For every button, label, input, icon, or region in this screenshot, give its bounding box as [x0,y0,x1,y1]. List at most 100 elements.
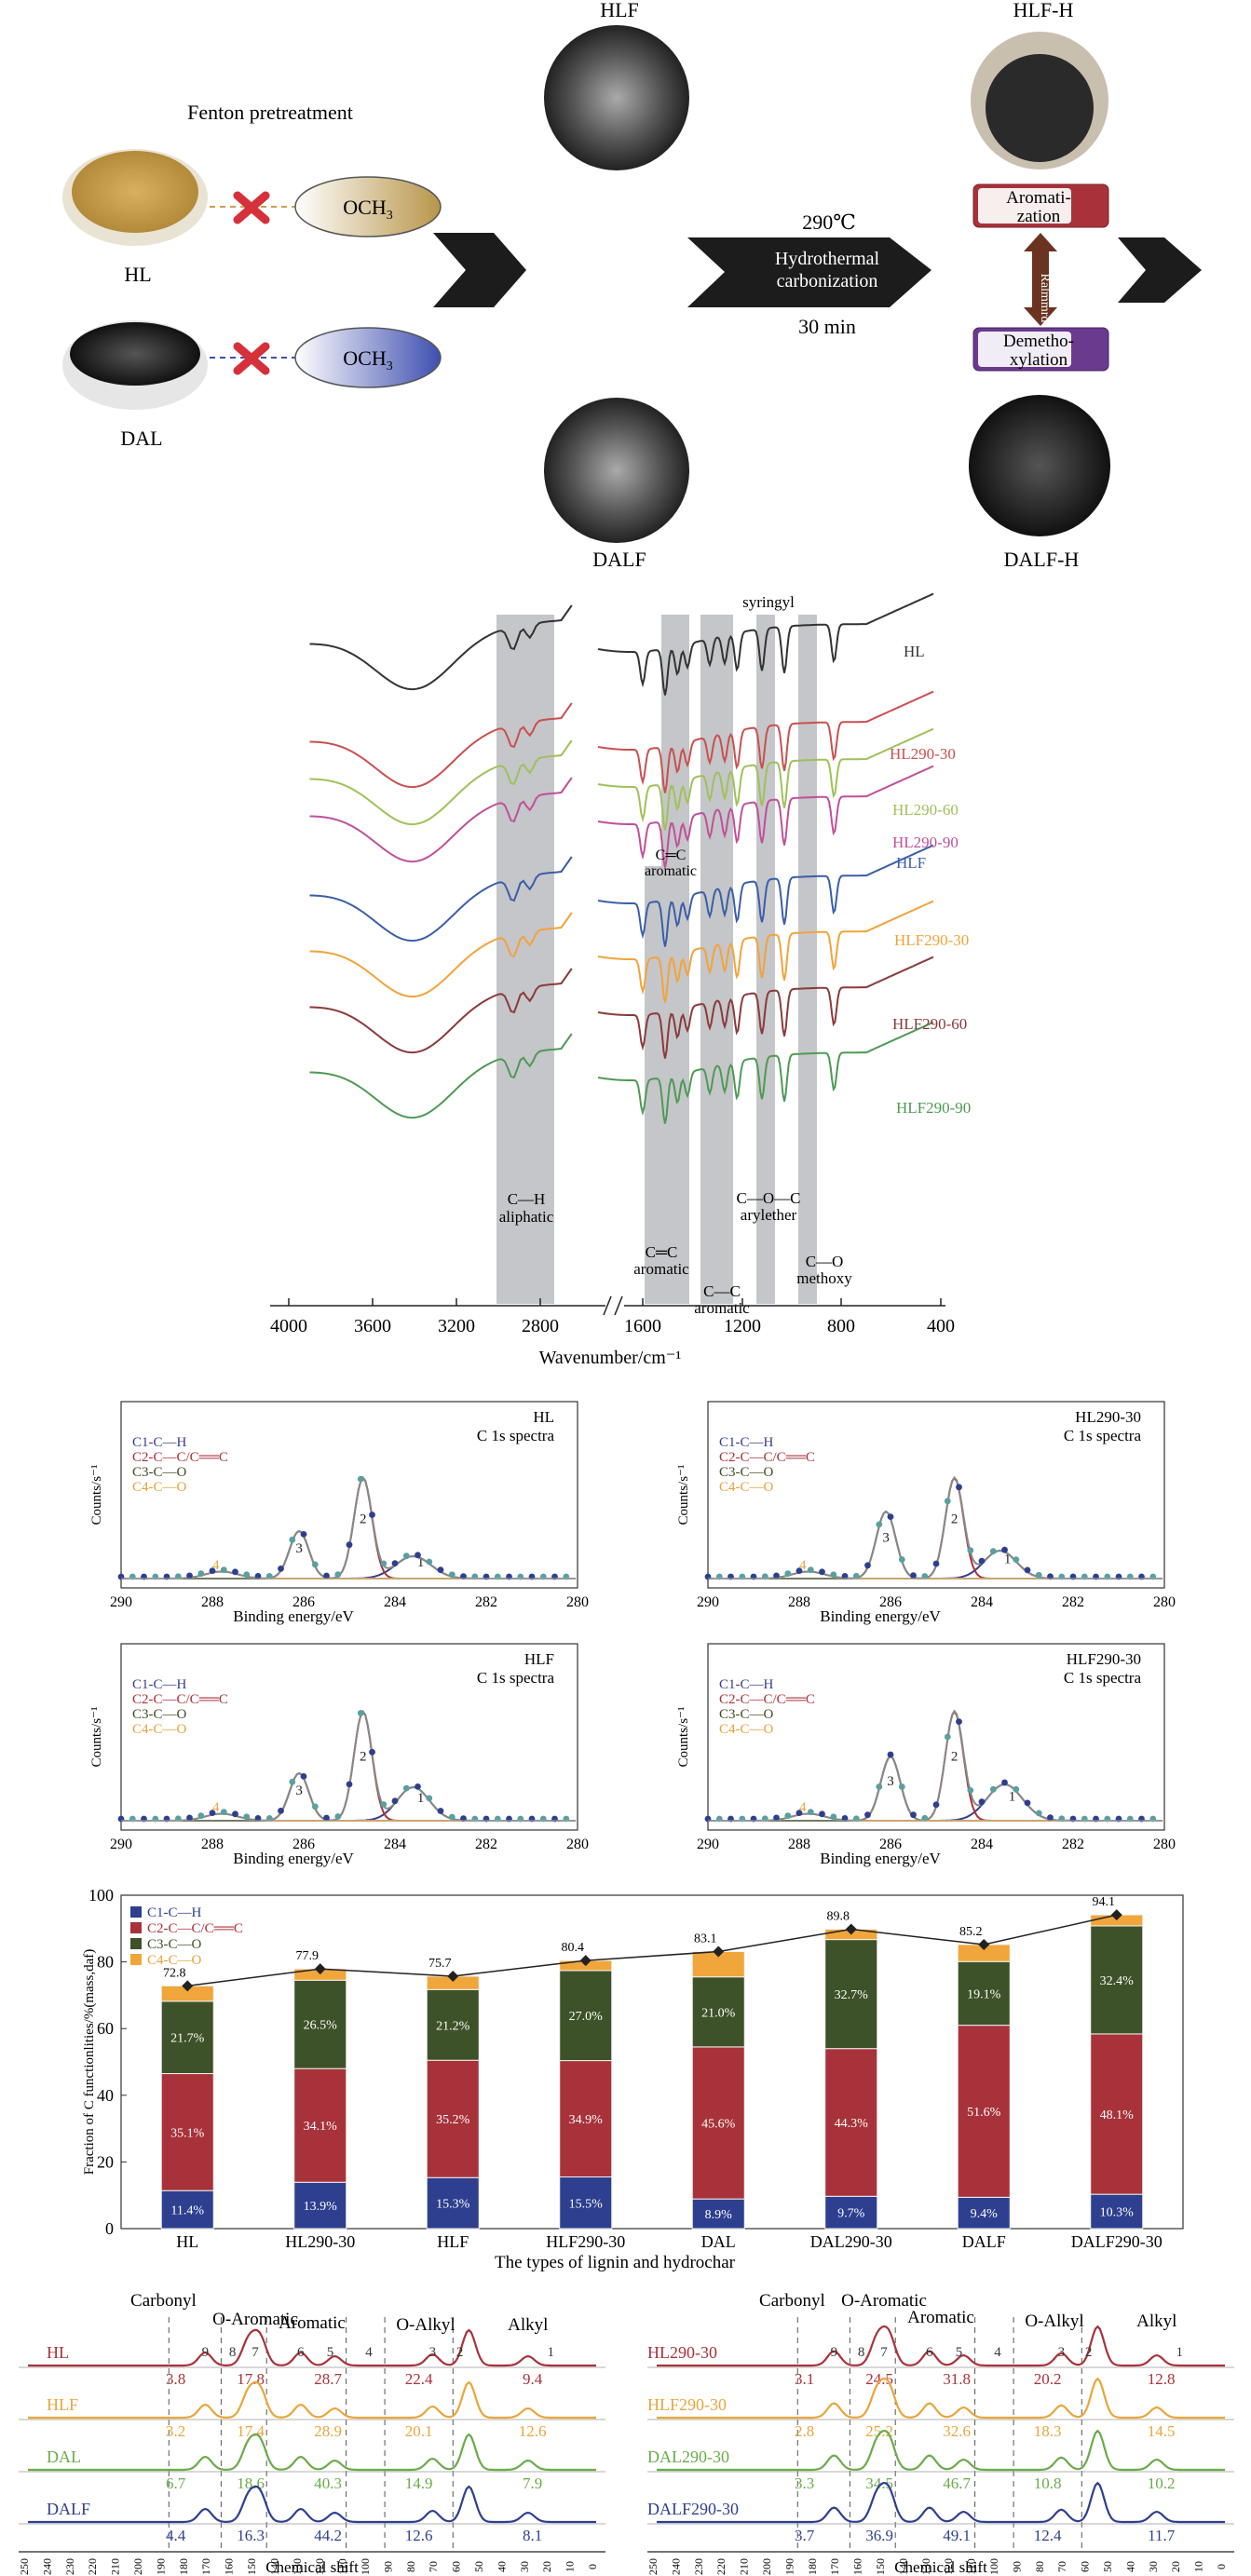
nmr-peak-number: 4 [365,2345,373,2360]
bar-segment-label: 32.4% [1100,1974,1135,1988]
total-marker [579,1955,592,1967]
xps-data-point [944,1498,951,1505]
nmr-region-value: 28.9 [314,2422,342,2440]
xps-data-point [1047,1573,1054,1580]
bar-segment-label: 15.3% [436,2198,470,2212]
y-tick-label: 80 [97,1953,114,1972]
nmr-series-label: DAL290-30 [647,2447,729,2466]
nmr-region-label: O-Aromatic [841,2291,927,2311]
bar-segment [293,1979,347,2069]
y-tick-label: 60 [97,2019,114,2038]
xps-data-point [232,1810,238,1818]
dalf-h-label: DALF-H [1004,548,1080,571]
xps-data-point [254,1815,262,1822]
xps-data-point [391,1797,399,1805]
chevron-arrow [433,233,526,307]
nmr-series-label: DALF [47,2500,90,2518]
nmr-tick-label: 120 [313,2558,326,2575]
nmr-tick-label: 10 [564,2561,577,2572]
bar-category-label: HL [176,2232,198,2251]
y-tick-label: 0 [105,2219,114,2238]
xps-data-point [876,1521,883,1528]
xps-data-point [944,1733,951,1741]
bar-category-label: DALF290-30 [1071,2232,1163,2251]
demethoxylation-line2: xylation [1010,350,1068,370]
legend-swatch [130,1906,142,1918]
nmr-peak-number: 5 [327,2345,334,2360]
xps-data-point [864,1811,871,1819]
nmr-peak-number: 6 [926,2345,933,2360]
ftir-curve-right-HLF290-90 [597,1021,934,1124]
bar-segment-label: 32.7% [835,1988,869,2002]
xps-data-point [402,1784,410,1792]
xps-data-point [887,1751,894,1758]
xps-data-point [967,1547,974,1554]
xps-tick-label: 290 [110,1594,132,1610]
nmr-tick-label: 230 [63,2558,76,2575]
axis-break [603,1295,612,1316]
nmr-tick-label: 30 [1147,2561,1160,2572]
xps-peak-label: 2 [360,1750,367,1765]
xps-data-point [369,1512,375,1518]
xps-peak-label: 2 [951,1512,959,1527]
xps-tick-label: 284 [384,1594,406,1610]
xps-legend-entry: C2-C—C/C══C [719,1692,815,1707]
bar-panel: 0 20 40 60 80 100 Fraction of C functionlities… [0,1881,1251,2282]
xps-legend-entry: C1-C—H [719,1677,774,1692]
nmr-region-value: 12.6 [519,2422,547,2440]
ftir-series-label: HL290-90 [892,834,959,851]
xps-data-point [448,1571,456,1579]
nmr-series-label: HLF [47,2395,78,2414]
nmr-tick-label: 0 [586,2564,599,2569]
xps-peak-label: 1 [417,1791,425,1806]
bar-segment [426,2059,480,2178]
nmr-spectrum-HL [28,2328,596,2367]
temperature-label: 290℃ [802,210,856,234]
bar-segment [160,2190,214,2230]
hlf-h-label: HLF-H [1013,0,1074,21]
xps-frame [707,1643,1165,1831]
bar-total-label: 85.2 [959,1925,983,1939]
xps-legend-entry: C1-C—H [719,1435,774,1450]
bar-segment-label: 19.1% [967,1987,1001,2001]
xps-data-point [1013,1556,1020,1563]
ftir-curve-right-HL290-60 [597,727,934,831]
xps-data-point [864,1562,871,1569]
ftir-panel: HL HL290-30 HL290-60 HL290-90 HLF HLF290-30 HL… [0,587,1251,1378]
xps-data-point [1024,1799,1031,1807]
xps-charts: HLC 1s spectraC1-C—HC2-C—C/C══CC3-C—OC4-… [89,1401,1176,1867]
nmr-tick-label: 160 [851,2558,864,2575]
hlf-label: HLF [600,0,639,21]
xps-peak-label: 4 [212,1800,220,1815]
xps-data-point [1001,1546,1008,1553]
nmr-tick-label: 20 [540,2561,553,2572]
ftir-xlabel: Wavenumber/cm⁻¹ [539,1348,682,1368]
cross-icon [233,342,270,375]
xps-data-point [278,1808,284,1814]
ftir-tick-label: 800 [827,1316,855,1336]
bar-total-label: 77.9 [296,1949,320,1963]
xps-xlabel: Binding energy/eV [233,1850,354,1867]
nmr-tick-label: 130 [919,2558,932,2575]
nmr-series-label: HLF290-30 [647,2395,727,2414]
xps-tick-label: 282 [475,1837,497,1852]
band-methoxy [798,615,817,1304]
legend-swatch [130,1954,142,1965]
xps-peak-label: 4 [799,1800,807,1815]
bar-segment [559,2176,613,2230]
aromatization-line1: Aromati- [1006,188,1071,208]
cross-icon [233,191,270,224]
bar-segment [824,2195,878,2230]
xps-data-point [232,1568,238,1576]
nmr-region-value: 7.9 [523,2474,542,2492]
dalf-sem-image [544,398,689,543]
xps-title: HLF290-30 [1067,1650,1141,1668]
nmr-tick-label: 100 [359,2558,372,2575]
nmr-panel: Carbonyl O-Aromatic Aromatic O-Alkyl Alkyl HL… [0,2282,1251,2576]
total-marker [314,1963,326,1975]
xps-data-point [784,1570,792,1578]
nmr-tick-label: 170 [828,2558,841,2575]
xps-data-point [174,1573,182,1580]
nmr-tick-label: 30 [518,2561,531,2572]
